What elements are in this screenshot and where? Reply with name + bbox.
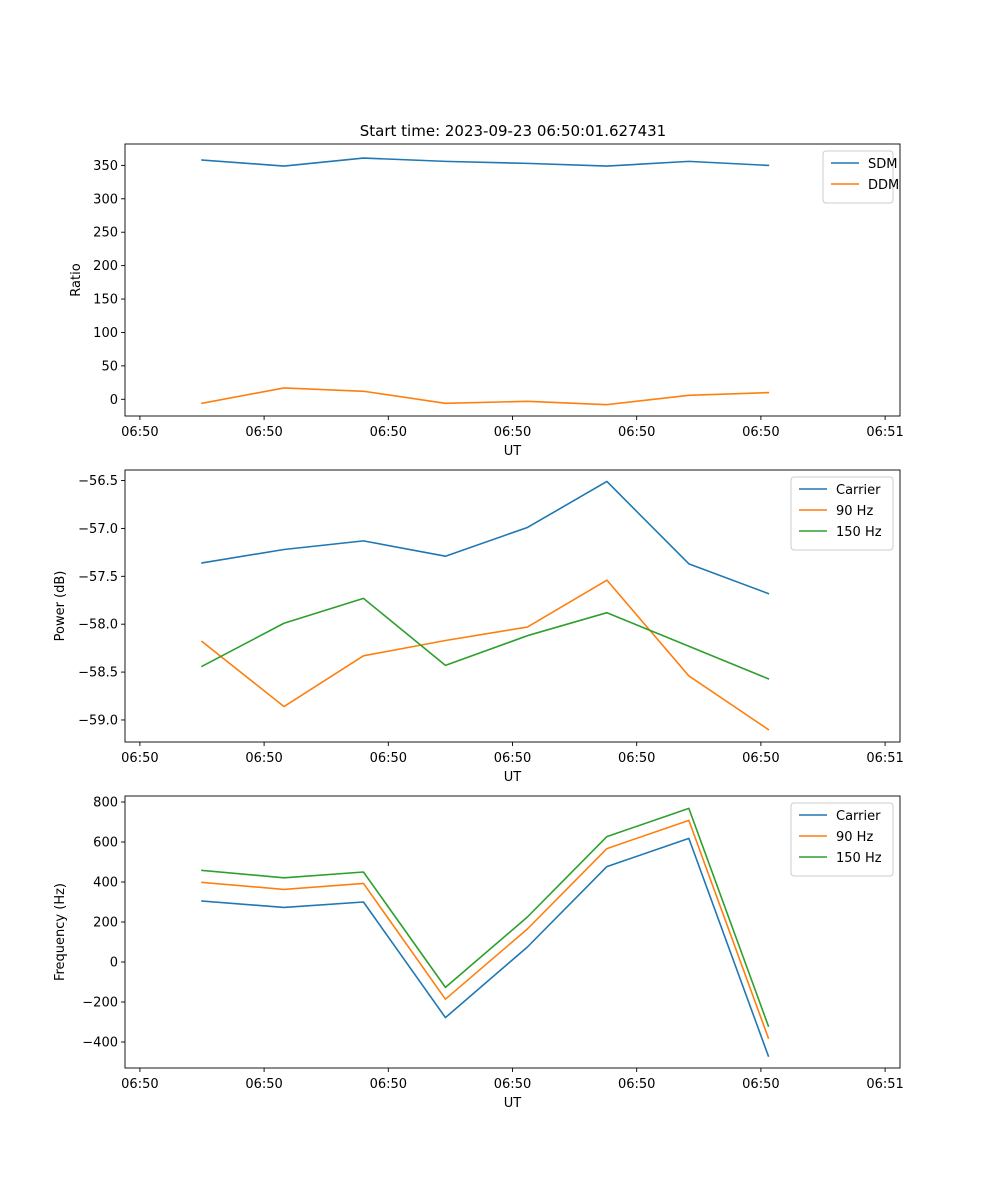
ratio-x-tick-label: 06:51 [866,425,903,440]
plots-container: 06:50 06:50 06:50 06:50 06:50 06:50 06:51 0 50 10… [53,143,904,1112]
frequency-x-tick-label: 06:50 [370,1077,407,1092]
power-x-tick-label: 06:51 [866,751,903,766]
ratio-y-tick-label: 100 [93,326,118,341]
frequency-legend-label: 90 Hz [836,830,873,845]
frequency-y-tick-label: 0 [110,956,118,971]
ratio-y-tick-label: 0 [110,393,118,408]
frequency-x-tick-label: 06:50 [494,1077,531,1092]
power-legend-label: Carrier [836,483,881,498]
ratio-x-tick-label: 06:50 [245,425,282,440]
power-x-tick-label: 06:50 [245,751,282,766]
ratio-x-tick-label: 06:50 [618,425,655,440]
power-legend-label: 90 Hz [836,504,873,519]
ratio-y-axis-label: Ratio [69,263,84,296]
ratio-x-tick-label: 06:50 [742,425,779,440]
ratio-x-tick-label: 06:50 [370,425,407,440]
power-y-tick-label: −57.0 [78,522,118,537]
frequency-y-tick-label: 200 [93,916,118,931]
frequency-x-tick-label: 06:50 [245,1077,282,1092]
power-series-150-hz-line [200,597,770,680]
ratio-y-tick-label: 250 [93,226,118,241]
ratio-x-tick-label: 06:50 [494,425,531,440]
frequency-series-carrier-line [201,837,770,1058]
power-y-tick-label: −57.5 [78,570,118,585]
ratio-y-tick-label: 300 [93,192,118,207]
frequency-x-tick-label: 06:50 [121,1077,158,1092]
frequency-series-150-hz-line [201,807,770,1028]
frequency-x-tick-label: 06:51 [866,1077,903,1092]
power-subplot: 06:50 06:50 06:50 06:50 06:50 06:50 06:51 −59.0… [53,469,904,785]
power-x-tick-label: 06:50 [742,751,779,766]
frequency-y-tick-label: −200 [82,996,118,1011]
power-y-tick-label: −58.0 [78,618,118,633]
figure-title: Start time: 2023-09-23 06:50:01.627431 [360,122,666,140]
ratio-series-ddm-line [201,387,770,406]
frequency-x-tick-label: 06:50 [742,1077,779,1092]
ratio-y-tick-label: 350 [93,159,118,174]
power-y-tick-label: −59.0 [78,713,118,728]
frequency-y-tick-label: 600 [93,836,118,851]
ratio-x-axis-label: UT [504,444,522,459]
frequency-legend-label: 150 Hz [836,851,882,866]
frequency-subplot: 06:50 06:50 06:50 06:50 06:50 06:50 06:51 −400 −… [53,796,904,1112]
power-y-tick-label: −58.5 [78,666,118,681]
frequency-series-90-hz-line [201,819,770,1040]
power-y-axis-label: Power (dB) [53,571,68,642]
frequency-legend: Carrier 90 Hz 150 Hz [790,802,894,877]
power-legend: Carrier 90 Hz 150 Hz [790,476,894,551]
frequency-legend-label: Carrier [836,809,881,824]
ratio-legend-label: SDM [868,157,897,172]
power-series-90-hz-line [200,579,770,731]
frequency-y-axis-label: Frequency (Hz) [53,883,68,981]
power-legend-label: 150 Hz [836,525,882,540]
ratio-x-tick-label: 06:50 [121,425,158,440]
power-x-axis-label: UT [504,770,522,785]
ratio-legend: SDM DDM [822,150,899,204]
frequency-y-tick-label: 400 [93,876,118,891]
ratio-y-tick-label: 50 [101,359,118,374]
frequency-x-tick-label: 06:50 [618,1077,655,1092]
power-y-tick-label: −56.5 [78,474,118,489]
power-x-tick-label: 06:50 [494,751,531,766]
power-series-carrier-line [201,480,770,595]
ratio-legend-box [822,150,894,204]
power-x-tick-label: 06:50 [370,751,407,766]
ratio-series-sdm-line [201,157,770,167]
frequency-y-tick-label: −400 [82,1036,118,1051]
frequency-y-tick-label: 800 [93,796,118,811]
power-x-tick-label: 06:50 [618,751,655,766]
power-x-tick-label: 06:50 [121,751,158,766]
ratio-y-tick-label: 200 [93,259,118,274]
ratio-subplot: 06:50 06:50 06:50 06:50 06:50 06:50 06:51 0 50 10… [69,143,904,459]
frequency-x-axis-label: UT [504,1096,522,1111]
ratio-legend-label: DDM [868,178,899,193]
ratio-y-tick-label: 150 [93,293,118,308]
